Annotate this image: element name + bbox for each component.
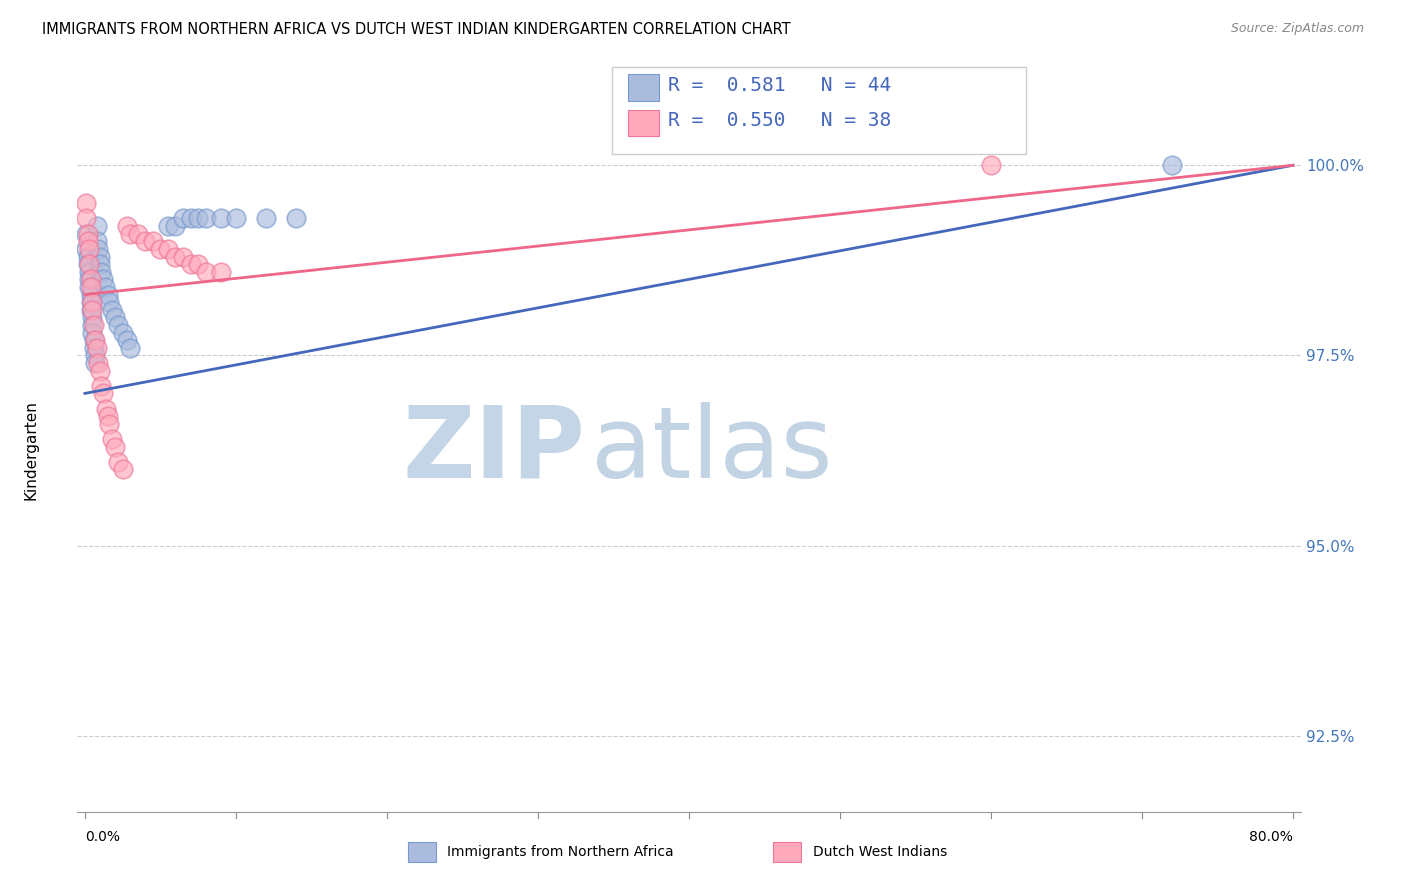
Text: IMMIGRANTS FROM NORTHERN AFRICA VS DUTCH WEST INDIAN KINDERGARTEN CORRELATION CH: IMMIGRANTS FROM NORTHERN AFRICA VS DUTCH… [42, 22, 790, 37]
Point [82, 295, 104, 310]
Point [75, 242, 97, 256]
Point [127, 227, 149, 241]
Point [84, 333, 107, 347]
Point [107, 455, 129, 469]
Point [225, 211, 247, 226]
Point [101, 432, 124, 446]
Point [75, 227, 97, 241]
Point [98, 295, 121, 310]
Point [89, 257, 111, 271]
Point [90, 265, 112, 279]
Point [77, 235, 100, 249]
Point [83, 333, 105, 347]
Point [80, 295, 103, 310]
Point [111, 326, 134, 340]
Text: 0.0%: 0.0% [84, 830, 120, 844]
Point [82, 302, 104, 317]
Point [172, 250, 194, 264]
Point [165, 250, 187, 264]
Point [79, 280, 101, 294]
Point [194, 211, 217, 226]
Point [90, 379, 112, 393]
Point [209, 265, 232, 279]
Point [96, 287, 118, 301]
Point [180, 257, 202, 271]
Point [209, 211, 232, 226]
Point [79, 265, 101, 279]
Text: R =  0.550   N = 38: R = 0.550 N = 38 [668, 112, 891, 130]
Point [194, 265, 217, 279]
Text: R =  0.581   N = 44: R = 0.581 N = 44 [668, 76, 891, 95]
Text: Immigrants from Northern Africa: Immigrants from Northern Africa [447, 845, 673, 859]
Point [86, 235, 108, 249]
Point [93, 280, 115, 294]
Point [96, 409, 118, 424]
Point [98, 417, 121, 431]
Point [254, 211, 277, 226]
Text: Dutch West Indians: Dutch West Indians [813, 845, 946, 859]
Point [79, 257, 101, 271]
Point [104, 440, 127, 454]
Text: Source: ZipAtlas.com: Source: ZipAtlas.com [1230, 22, 1364, 36]
Point [115, 333, 138, 347]
Text: Kindergarten: Kindergarten [24, 401, 38, 500]
Point [91, 386, 114, 401]
Point [89, 250, 111, 264]
Point [1161, 158, 1184, 172]
Point [187, 211, 209, 226]
Point [82, 326, 104, 340]
Point [86, 219, 108, 233]
Point [101, 302, 124, 317]
Point [86, 341, 108, 355]
Point [980, 158, 1002, 172]
Point [83, 341, 105, 355]
Point [107, 318, 129, 332]
Point [115, 219, 138, 233]
Point [111, 462, 134, 476]
Point [91, 272, 114, 286]
Point [156, 219, 179, 233]
Point [87, 242, 110, 256]
Point [104, 310, 127, 325]
Point [77, 250, 100, 264]
Text: ZIP: ZIP [402, 402, 585, 499]
Point [187, 257, 209, 271]
Point [142, 235, 165, 249]
Point [75, 196, 97, 211]
Point [82, 318, 104, 332]
Point [172, 211, 194, 226]
Point [77, 257, 100, 271]
Point [134, 235, 156, 249]
Point [165, 219, 187, 233]
Point [120, 341, 142, 355]
Point [285, 211, 308, 226]
Point [82, 310, 104, 325]
Point [87, 356, 110, 370]
Point [79, 242, 101, 256]
Point [77, 227, 100, 241]
Point [94, 401, 117, 416]
Point [80, 302, 103, 317]
Point [120, 227, 142, 241]
Point [84, 348, 107, 362]
Text: atlas: atlas [591, 402, 832, 499]
Point [80, 272, 103, 286]
Point [75, 211, 97, 226]
Point [80, 280, 103, 294]
Point [156, 242, 179, 256]
Point [83, 318, 105, 332]
Point [180, 211, 202, 226]
Point [79, 272, 101, 286]
Point [84, 356, 107, 370]
Text: 80.0%: 80.0% [1249, 830, 1294, 844]
Point [89, 363, 111, 377]
Point [80, 287, 103, 301]
Point [149, 242, 172, 256]
